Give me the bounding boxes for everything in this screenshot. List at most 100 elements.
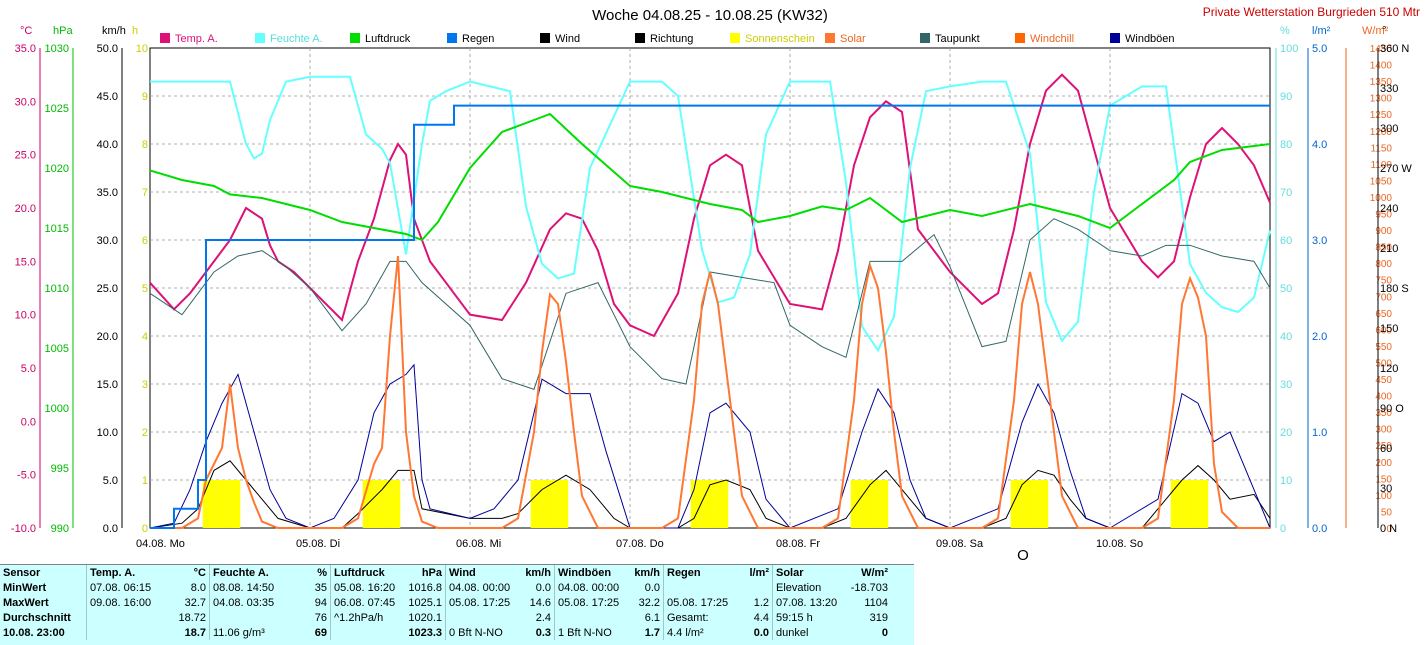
axis-unit: % [1280, 25, 1290, 37]
axis-tick-label: 150 [1375, 474, 1392, 485]
sunshine-bar [377, 480, 381, 528]
sunshine-bar [530, 480, 534, 528]
axis-tick-label: 1 [142, 475, 148, 487]
stats-row-min: MinWert 07.08. 06:15 8.0 08.08. 14:50 35… [0, 580, 891, 595]
axis-tick-label: 30 [1380, 483, 1392, 495]
sunshine-bar [374, 480, 378, 528]
legend-label: Regen [462, 33, 494, 45]
axis-tick-label: -5.0 [17, 470, 36, 482]
right-axes: %1009080706050403020100l/m²5.04.03.02.01… [1275, 25, 1412, 535]
cell: 0.0 [644, 581, 660, 594]
cell: 59:15 h [772, 610, 845, 625]
legend-label: Sonnenschein [745, 33, 815, 45]
axis-tick-label: 1300 [1370, 94, 1393, 105]
axis-tick-label: 0 [1280, 523, 1286, 535]
sunshine-bar [696, 480, 700, 528]
cell: 6.1 [644, 611, 660, 624]
sunshine-bar [397, 480, 401, 528]
temp-header: Temp. A. [86, 565, 173, 580]
press-unit: hPa [421, 566, 442, 579]
sunshine-bar [211, 480, 215, 528]
sunshine-bar [545, 480, 549, 528]
sunshine-bar [391, 480, 395, 528]
legend: Temp. A. Feuchte A. Luftdruck Regen Wind Rich… [160, 33, 1175, 45]
sunshine-bar [208, 480, 212, 528]
axis-tick-label: 30.0 [15, 96, 36, 108]
sunshine-bar [533, 480, 537, 528]
sunshine-bar [1199, 480, 1203, 528]
cell [209, 610, 296, 625]
day-label: 04.08. Mo [136, 538, 185, 550]
sunshine-bar [885, 480, 889, 528]
hum-header: Feuchte A. [209, 565, 296, 580]
cell: 04.08. 00:00 [554, 580, 627, 595]
sunshine-bar [237, 480, 241, 528]
cell: 05.08. 17:25 [554, 595, 627, 610]
axis-tick-label: 10.0 [97, 427, 118, 439]
axis-tick-label: 800 [1375, 259, 1392, 270]
sunshine-bar [865, 480, 869, 528]
axis-tick-label: 35.0 [97, 187, 118, 199]
sunshine-bar [234, 480, 238, 528]
axis-tick-label: 1350 [1370, 77, 1393, 88]
sunshine-bar [214, 480, 218, 528]
sunshine-bar [725, 480, 729, 528]
sunshine-bar [1188, 480, 1191, 528]
axis-tick-label: 0 [142, 523, 148, 535]
sunshine-bar [202, 480, 206, 528]
legend-swatch [1015, 33, 1025, 43]
axis-tick-label: 990 [51, 523, 69, 535]
sunshine-bar [550, 480, 554, 528]
cell: Elevation [772, 580, 845, 595]
sunshine-bar [225, 480, 229, 528]
cell: 1020.1 [408, 611, 442, 624]
axis-tick-label: 1030 [45, 43, 69, 55]
cell: 4.4 l/m² [663, 625, 736, 640]
axis-tick-label: 40 [1280, 331, 1292, 343]
axis-tick-label: 1.0 [1312, 427, 1327, 439]
axis-tick-label: 50 [1381, 507, 1393, 518]
legend-label: Feuchte A. [270, 33, 323, 45]
cell: -18.703 [850, 581, 888, 594]
cell: 8.0 [190, 581, 206, 594]
axis-unit: W/m² [1362, 25, 1389, 37]
sunshine-bar [1170, 480, 1174, 528]
sunshine-bar [380, 480, 383, 528]
axis-unit: hPa [53, 25, 73, 37]
legend-swatch [447, 33, 457, 43]
gust-header: Windböen [554, 565, 627, 580]
axis-tick-label: 750 [1375, 276, 1392, 287]
axis-tick-label: 450 [1375, 375, 1392, 386]
cell: 0.0 [753, 626, 769, 639]
axis-tick-label: 550 [1375, 342, 1392, 353]
axis-tick-label: 90 O [1380, 403, 1404, 415]
stats-table: Sensor Temp. A. °C Feuchte A. % Luftdruc… [0, 564, 914, 645]
legend-swatch [635, 33, 645, 43]
sunshine-bar [870, 480, 874, 528]
sunshine-bar [1033, 480, 1037, 528]
axis-tick-label: 10.0 [15, 310, 36, 322]
series-line [149, 363, 1271, 529]
axis-tick-label: 45.0 [97, 91, 118, 103]
stats-row-current: 10.08. 23:00 18.7 11.06 g/m³ 69 1023.3 0… [0, 625, 891, 640]
axis-tick-label: 1250 [1370, 110, 1393, 121]
temp-unit: °C [193, 566, 206, 579]
day-label: 08.08. Fr [776, 538, 820, 550]
sunshine-bar [1028, 480, 1031, 528]
sunshine-bar [705, 480, 709, 528]
sunshine-bar [1036, 480, 1040, 528]
axis-tick-label: 180 S [1380, 283, 1409, 295]
axis-tick-label: 80 [1280, 139, 1292, 151]
solar-header: Solar [772, 565, 845, 580]
sunshine-bar [220, 480, 223, 528]
sunshine-bar [690, 480, 694, 528]
legend-label: Solar [840, 33, 866, 45]
sunshine-bar [850, 480, 854, 528]
sunshine-bar [1016, 480, 1020, 528]
sunshine-bar [368, 480, 372, 528]
sunshine-bar [217, 480, 221, 528]
axis-tick-label: 2 [142, 427, 148, 439]
axis-tick-label: 60 [1380, 443, 1392, 455]
day-label: 09.08. Sa [936, 538, 984, 550]
sunshine-bar [539, 480, 543, 528]
